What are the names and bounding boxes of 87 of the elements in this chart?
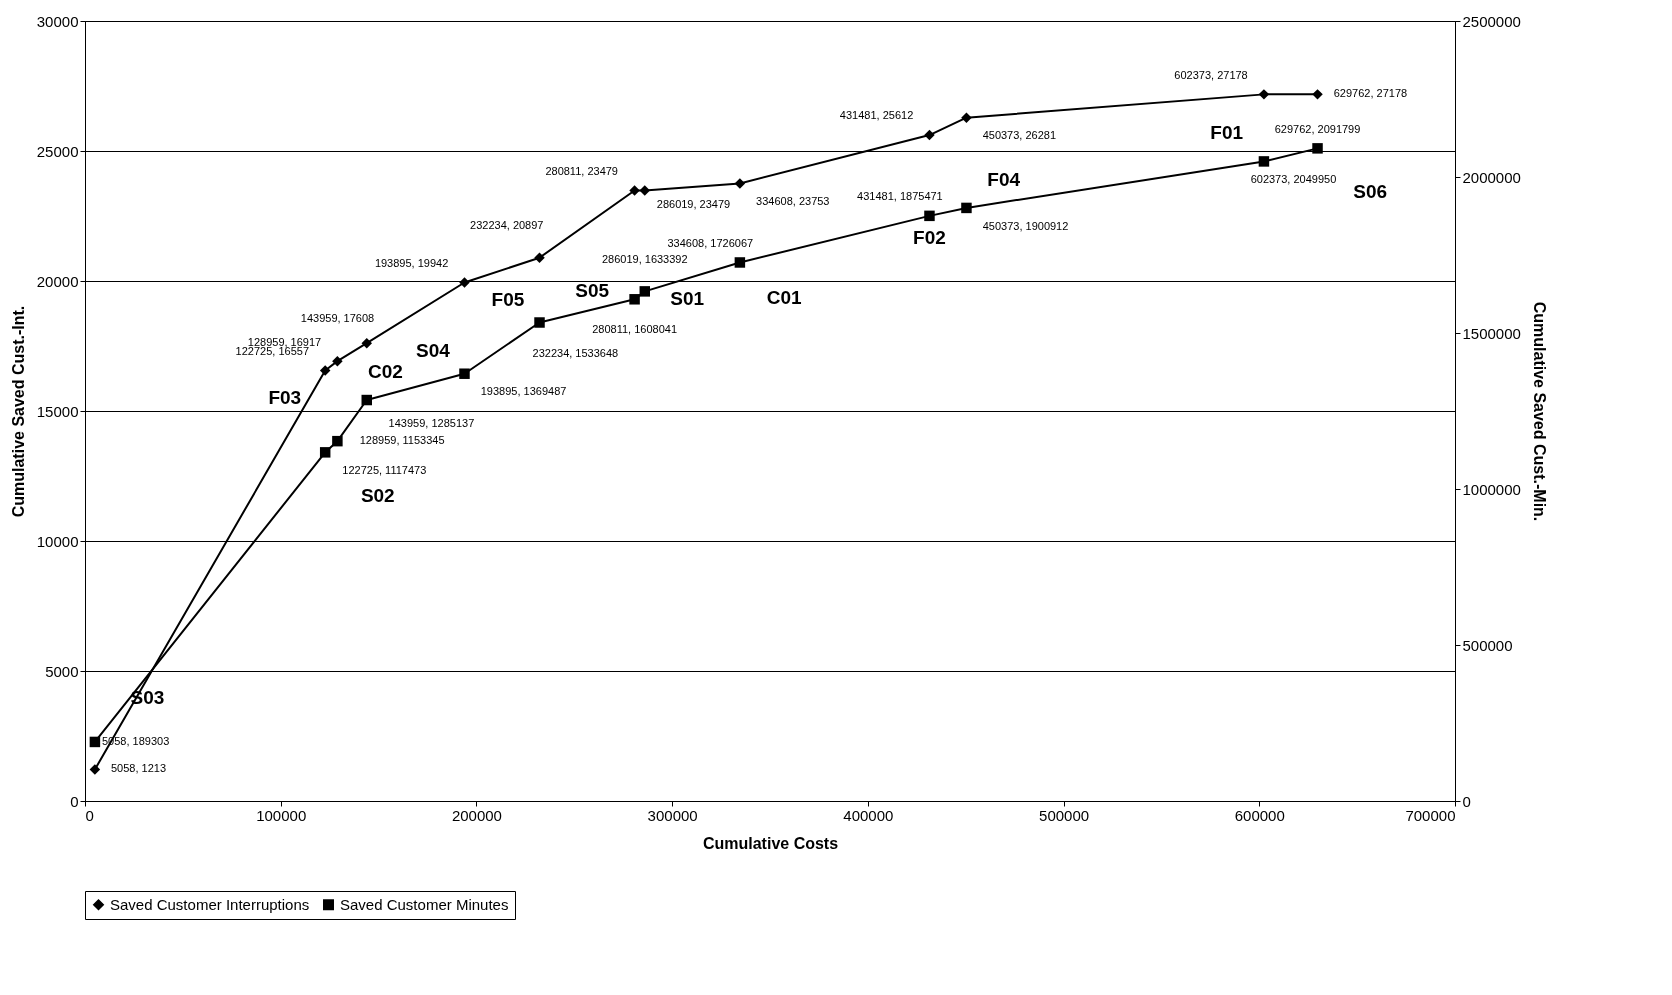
point <box>332 435 343 447</box>
y2-tick-label: 2000000 <box>1462 168 1521 186</box>
data-label: 143959, 1285137 <box>388 417 475 430</box>
x-tick-label: 200000 <box>451 806 502 824</box>
legend-label: Saved Customer Interruptions <box>110 895 310 913</box>
data-label: 128959, 1153345 <box>359 434 445 447</box>
data-label: 431481, 25612 <box>839 109 914 122</box>
data-label: 122725, 1117473 <box>342 463 427 476</box>
point <box>639 286 651 297</box>
data-label: 431481, 1875471 <box>857 190 943 203</box>
point <box>89 764 101 775</box>
data-label: 450373, 26281 <box>982 129 1057 142</box>
annotation: S05 <box>575 280 610 302</box>
point <box>534 317 545 328</box>
y-tick-label: 0 <box>70 792 79 810</box>
y-axis-title: Cumulative Saved Cust.-Int. <box>9 305 27 518</box>
annotation: C01 <box>766 286 802 308</box>
point <box>459 368 470 379</box>
point <box>319 447 331 458</box>
x-tick-label: 700000 <box>1405 806 1456 824</box>
point <box>924 129 935 141</box>
point <box>734 257 746 268</box>
point <box>1258 89 1270 100</box>
annotation: S02 <box>360 484 395 506</box>
x-tick-label: 100000 <box>256 806 307 824</box>
point <box>924 210 935 222</box>
y2-tick-label: 500000 <box>1462 636 1513 654</box>
y2-tick-label: 1500000 <box>1462 324 1521 342</box>
point <box>1258 156 1270 167</box>
x-axis-title: Cumulative Costs <box>702 834 839 852</box>
x-tick-label: 0 <box>85 806 94 824</box>
data-label: 602373, 2049950 <box>1250 173 1337 186</box>
x-tick-label: 400000 <box>843 806 894 824</box>
x-tick-label: 600000 <box>1234 806 1285 824</box>
annotation: F02 <box>913 227 946 249</box>
y-tick-label: 10000 <box>36 532 79 550</box>
y-tick-label: 15000 <box>36 402 79 420</box>
point <box>629 185 640 196</box>
y2-tick-label: 1000000 <box>1462 480 1521 498</box>
point <box>361 394 372 406</box>
annotation: F01 <box>1210 122 1244 144</box>
point <box>629 294 640 305</box>
legend-label: Saved Customer Minutes <box>340 895 509 913</box>
annotation: S04 <box>415 340 451 362</box>
point <box>459 277 470 288</box>
data-label: 5058, 1213 <box>110 762 167 775</box>
point <box>961 202 972 214</box>
point <box>734 178 746 189</box>
data-label: 193895, 1369487 <box>480 385 567 398</box>
point <box>534 252 545 263</box>
data-label: 602373, 27178 <box>1174 68 1248 81</box>
point <box>361 337 372 349</box>
y-tick-label: 25000 <box>36 142 79 160</box>
point <box>1312 143 1323 154</box>
point <box>639 185 651 196</box>
data-label: 450373, 1900912 <box>982 219 1069 232</box>
annotation: C02 <box>367 360 403 382</box>
data-label: 193895, 19942 <box>374 256 449 269</box>
data-label: 280811, 1608041 <box>592 323 677 336</box>
x-tick-label: 300000 <box>647 806 698 824</box>
annotation: S01 <box>670 288 705 310</box>
y-tick-label: 5000 <box>45 662 79 680</box>
data-label: 334608, 23753 <box>756 195 830 208</box>
point <box>1312 89 1323 100</box>
data-label: 286019, 1633392 <box>601 253 688 266</box>
y-tick-label: 30000 <box>36 12 79 30</box>
annotation: S06 <box>1353 180 1388 202</box>
y2-tick-label: 0 <box>1462 792 1471 810</box>
point <box>332 355 343 367</box>
point <box>319 365 331 376</box>
point <box>961 112 972 123</box>
annotation: F05 <box>491 288 525 310</box>
data-label: 232234, 1533648 <box>532 346 619 359</box>
data-label: 629762, 2091799 <box>1274 122 1361 135</box>
data-label: 334608, 1726067 <box>667 236 754 249</box>
x-tick-label: 500000 <box>1039 806 1090 824</box>
annotation: F03 <box>268 386 302 408</box>
data-label: 280811, 23479 <box>545 164 618 177</box>
y2-axis-title: Cumulative Saved Cust.-Min. <box>1530 301 1548 522</box>
y-tick-label: 20000 <box>36 272 79 290</box>
point <box>89 736 101 748</box>
data-label: 143959, 17608 <box>300 311 375 324</box>
y2-tick-label: 2500000 <box>1462 12 1521 30</box>
data-label: 286019, 23479 <box>656 197 731 210</box>
annotation: F04 <box>987 168 1021 190</box>
data-label: 629762, 27178 <box>1333 87 1408 100</box>
data-label: 232234, 20897 <box>470 219 544 232</box>
